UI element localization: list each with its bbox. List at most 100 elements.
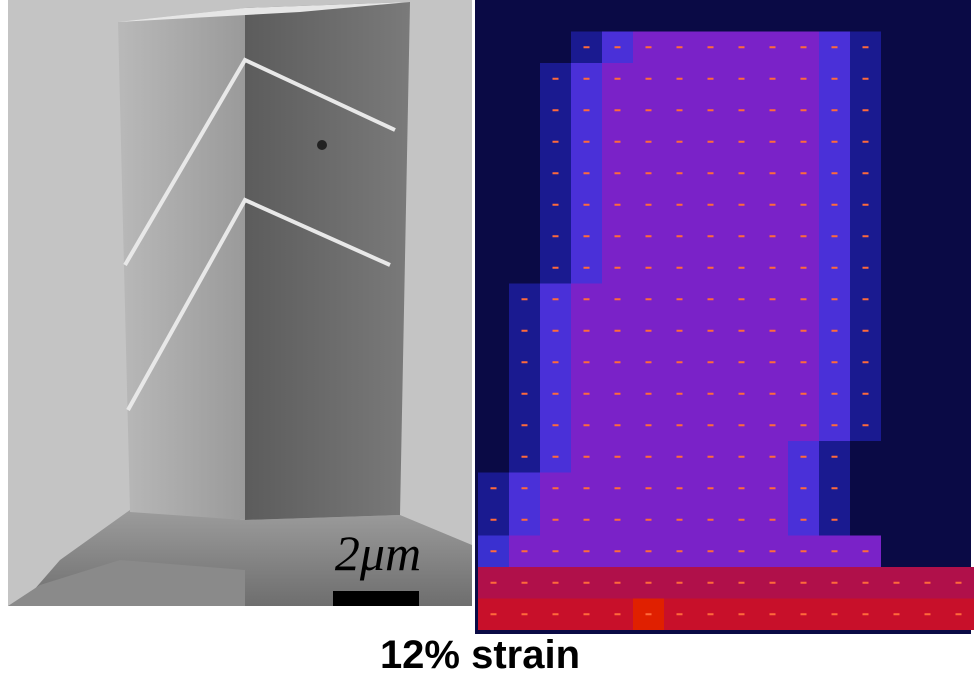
vector-mark	[677, 424, 683, 426]
vector-mark	[708, 235, 714, 237]
vector-mark	[832, 550, 838, 552]
vector-mark	[677, 141, 683, 143]
vector-mark	[708, 456, 714, 458]
vector-mark	[584, 330, 590, 332]
vector-mark	[553, 487, 559, 489]
vector-mark	[770, 267, 776, 269]
vector-mark	[863, 109, 869, 111]
vector-mark	[677, 393, 683, 395]
vector-mark	[863, 550, 869, 552]
vector-mark	[677, 613, 683, 615]
vector-mark	[522, 550, 528, 552]
vector-mark	[646, 172, 652, 174]
vector-mark	[770, 204, 776, 206]
vector-mark	[925, 613, 931, 615]
vector-mark	[491, 582, 497, 584]
strain-map	[475, 0, 974, 634]
vector-mark	[553, 78, 559, 80]
vector-mark	[646, 109, 652, 111]
vector-mark	[863, 141, 869, 143]
vector-mark	[615, 613, 621, 615]
vector-mark	[801, 456, 807, 458]
vector-mark	[646, 393, 652, 395]
vector-mark	[801, 141, 807, 143]
vector-mark	[770, 424, 776, 426]
vector-mark	[522, 613, 528, 615]
vector-mark	[646, 456, 652, 458]
vector-mark	[522, 487, 528, 489]
vector-mark	[739, 46, 745, 48]
vector-mark	[832, 141, 838, 143]
vector-mark	[863, 361, 869, 363]
vector-mark	[553, 613, 559, 615]
vector-mark	[801, 424, 807, 426]
vector-mark	[615, 361, 621, 363]
vector-mark	[770, 46, 776, 48]
vector-mark	[646, 582, 652, 584]
vector-mark	[739, 267, 745, 269]
vector-mark	[677, 582, 683, 584]
vector-mark	[615, 550, 621, 552]
vector-mark	[677, 172, 683, 174]
vector-mark	[553, 519, 559, 521]
vector-mark	[801, 204, 807, 206]
vector-mark	[770, 519, 776, 521]
vector-mark	[646, 267, 652, 269]
vector-mark	[646, 519, 652, 521]
vector-mark	[522, 361, 528, 363]
vector-mark	[553, 172, 559, 174]
vector-mark	[832, 298, 838, 300]
vector-mark	[770, 141, 776, 143]
vector-mark	[739, 613, 745, 615]
vector-mark	[677, 109, 683, 111]
vector-mark	[646, 424, 652, 426]
vector-mark	[801, 550, 807, 552]
vector-mark	[708, 582, 714, 584]
vector-mark	[770, 330, 776, 332]
vector-mark	[863, 235, 869, 237]
vector-mark	[677, 235, 683, 237]
vector-mark	[832, 582, 838, 584]
vector-mark	[708, 109, 714, 111]
vector-mark	[584, 393, 590, 395]
vector-mark	[801, 393, 807, 395]
vector-mark	[553, 109, 559, 111]
vector-mark	[553, 456, 559, 458]
vector-mark	[522, 424, 528, 426]
vector-mark	[615, 267, 621, 269]
vector-mark	[646, 141, 652, 143]
vector-mark	[863, 298, 869, 300]
vector-mark	[615, 78, 621, 80]
vector-mark	[832, 487, 838, 489]
vector-mark	[522, 330, 528, 332]
vector-mark	[615, 330, 621, 332]
vector-mark	[708, 172, 714, 174]
vector-mark	[677, 456, 683, 458]
vector-mark	[553, 424, 559, 426]
vector-mark	[491, 613, 497, 615]
vector-mark	[770, 298, 776, 300]
vector-mark	[739, 298, 745, 300]
vector-mark	[522, 298, 528, 300]
vector-mark	[801, 46, 807, 48]
vector-mark	[770, 361, 776, 363]
scale-bar-label: 2μm	[335, 525, 421, 581]
vector-mark	[708, 330, 714, 332]
vector-mark	[863, 204, 869, 206]
vector-mark	[491, 550, 497, 552]
vector-mark	[615, 204, 621, 206]
vector-mark	[584, 141, 590, 143]
vector-mark	[646, 613, 652, 615]
vector-mark	[739, 204, 745, 206]
vector-mark	[553, 235, 559, 237]
vector-mark	[801, 330, 807, 332]
vector-mark	[770, 172, 776, 174]
figure: 2μm 12% strain	[0, 0, 979, 685]
vector-mark	[553, 393, 559, 395]
vector-mark	[801, 78, 807, 80]
vector-mark	[739, 519, 745, 521]
vector-mark	[832, 613, 838, 615]
vector-mark	[584, 172, 590, 174]
vector-mark	[491, 519, 497, 521]
vector-mark	[832, 235, 838, 237]
